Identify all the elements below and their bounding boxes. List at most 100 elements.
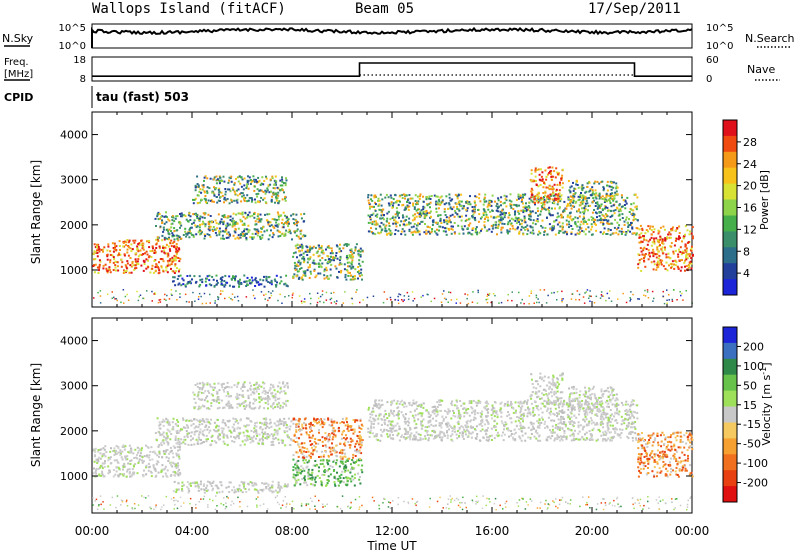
scatter-cell <box>119 249 121 251</box>
scatter-cell <box>217 419 219 421</box>
date-title: 17/Sep/2011 <box>588 1 681 17</box>
scatter-cell <box>632 219 634 221</box>
scatter-cell <box>621 206 623 208</box>
scatter-cell <box>247 277 249 279</box>
scatter-cell <box>537 218 539 220</box>
scatter-cell <box>615 209 617 211</box>
scatter-cell <box>600 205 602 207</box>
scatter-cell <box>191 278 193 280</box>
scatter-cell <box>484 197 486 199</box>
scatter-cell <box>172 217 174 219</box>
cpid-text: tau (fast) 503 <box>96 90 189 104</box>
scatter-cell <box>103 265 105 267</box>
scatter-cell <box>173 246 175 248</box>
scatter-cell <box>282 198 284 200</box>
scatter-cell <box>96 468 98 470</box>
scatter-cell <box>245 237 247 239</box>
scatter-cell <box>290 438 292 440</box>
scatter-cell <box>135 260 137 262</box>
scatter-cell <box>242 384 244 386</box>
scatter-cell <box>265 298 267 300</box>
scatter-cell <box>115 270 117 272</box>
scatter-cell <box>444 211 446 213</box>
scatter-cell <box>667 269 669 271</box>
scatter-cell <box>200 296 202 298</box>
scatter-cell <box>240 388 242 390</box>
scatter-cell <box>238 300 240 302</box>
scatter-cell <box>162 247 164 249</box>
scatter-cell <box>540 225 542 227</box>
scatter-cell <box>371 206 373 208</box>
scatter-cell <box>660 227 662 229</box>
scatter-cell <box>136 291 138 293</box>
scatter-cell <box>613 210 615 212</box>
scatter-cell <box>147 254 149 256</box>
scatter-cell <box>230 176 232 178</box>
scatter-cell <box>295 269 297 271</box>
scatter-cell <box>124 449 126 451</box>
scatter-cell <box>273 438 275 440</box>
scatter-cell <box>587 186 589 188</box>
scatter-cell <box>162 231 164 233</box>
scatter-cell <box>225 228 227 230</box>
scatter-cell <box>237 194 239 196</box>
scatter-cell <box>195 187 197 189</box>
scatter-cell <box>171 293 173 295</box>
scatter-cell <box>504 214 506 216</box>
scatter-cell <box>557 173 559 175</box>
scatter-cell <box>341 263 343 265</box>
scatter-cell <box>195 426 197 428</box>
scatter-cell <box>671 229 673 231</box>
scatter-cell <box>279 180 281 182</box>
scatter-cell <box>532 222 534 224</box>
scatter-cell <box>236 386 238 388</box>
scatter-cell <box>135 457 137 459</box>
scatter-cell <box>222 491 224 493</box>
scatter-cell <box>228 403 230 405</box>
scatter-cell <box>253 179 255 181</box>
scatter-cell <box>126 270 128 272</box>
scatter-cell <box>496 205 498 207</box>
scatter-cell <box>681 240 683 242</box>
scatter-cell <box>617 193 619 195</box>
scatter-cell <box>284 215 286 217</box>
scatter-cell <box>218 491 220 493</box>
scatter-cell <box>431 228 433 230</box>
scatter-cell <box>608 297 610 299</box>
scatter-cell <box>610 229 612 231</box>
scatter-cell <box>556 299 558 301</box>
scatter-cell <box>262 398 264 400</box>
scatter-cell <box>459 216 461 218</box>
scatter-cell <box>234 428 236 430</box>
freq-tick-high: 18 <box>73 55 86 66</box>
scatter-cell <box>239 394 241 396</box>
scatter-cell <box>169 260 171 262</box>
scatter-cell <box>196 482 198 484</box>
scatter-cell <box>313 260 315 262</box>
scatter-cell <box>224 214 226 216</box>
scatter-cell <box>265 433 267 435</box>
scatter-cell <box>297 247 299 249</box>
scatter-cell <box>248 435 250 437</box>
scatter-cell <box>177 450 179 452</box>
scatter-cell <box>172 421 174 423</box>
scatter-cell <box>579 194 581 196</box>
scatter-cell <box>417 230 419 232</box>
scatter-cell <box>435 208 437 210</box>
scatter-cell <box>222 421 224 423</box>
scatter-cell <box>243 184 245 186</box>
scatter-cell <box>516 228 518 230</box>
scatter-cell <box>386 218 388 220</box>
scatter-cell <box>457 197 459 199</box>
scatter-cell <box>496 233 498 235</box>
scatter-cell <box>248 180 250 182</box>
scatter-cell <box>153 260 155 262</box>
scatter-cell <box>511 218 513 220</box>
scatter-cell <box>599 219 601 221</box>
scatter-cell <box>113 297 115 299</box>
scatter-cell <box>240 489 242 491</box>
scatter-cell <box>236 428 238 430</box>
scatter-cell <box>218 383 220 385</box>
scatter-cell <box>298 260 300 262</box>
scatter-cell <box>457 225 459 227</box>
